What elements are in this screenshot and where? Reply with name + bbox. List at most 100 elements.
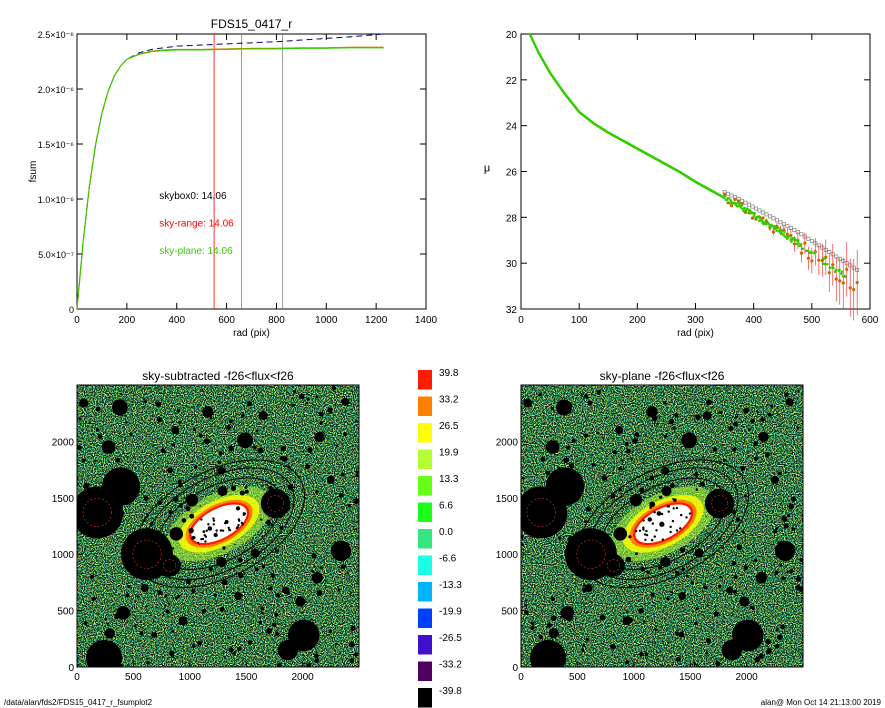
galaxy-mask-dot [207,523,210,526]
mask-dot [662,401,666,405]
mask-dot [670,393,672,395]
plot1-annotation: sky-plane: 14.06 [159,246,233,257]
plot1-frame [76,33,427,310]
mask-dot [756,451,759,454]
plot2-point-green [801,247,805,251]
plot2-point-orange [824,255,828,259]
mask-dot [748,642,751,644]
plot1-ytick-label: 0 [69,305,74,315]
mask-dot [743,494,748,498]
mask-dot [558,536,562,540]
mask-dot [299,393,305,399]
mask-dot [268,485,273,491]
plot2-point-green [738,202,742,206]
mask-dot [280,445,287,452]
mask-dot [197,640,202,646]
mask-circle [178,616,188,626]
mask-dot [546,622,552,628]
plot2-point-orange [750,216,755,220]
plot1-series-line [76,46,384,310]
mask-dot [137,618,139,620]
mask-dot [289,595,292,598]
mask-dot [89,574,95,579]
mask-dot [117,519,122,524]
footer-left: /data/alan/fds2/FDS15_0417_r_fsumplot2 [4,698,153,707]
mask-dot [780,624,785,630]
mask-dot [769,538,771,540]
plot2-point-grey [747,202,751,207]
mask-dot [748,428,751,432]
plot2-point-orange [841,281,845,285]
galaxy-mask-dot [644,538,647,541]
mask-dot [209,416,213,420]
plot2-point-orange [799,251,803,255]
plot2-point-grey [757,208,762,213]
mask-dot [139,631,144,636]
mask-dot [563,606,567,610]
mask-dot [275,549,279,553]
mask-dot [153,451,155,453]
mask-dot [770,404,774,408]
mask-dot [126,584,131,588]
mask-dot [206,642,210,645]
mask-dot [705,638,711,644]
mask-dot [203,438,210,445]
mask-outline-red [526,497,556,528]
plot2-point-orange [817,258,821,262]
mask-dot [584,607,586,609]
mask-dot [349,557,351,559]
mask-dot [191,624,194,627]
plot1-xtick-label: 1200 [365,315,388,326]
mask-dot [638,608,644,614]
mask-dot [94,459,97,462]
mask-dot [336,444,339,447]
image-xtick-label: 1000 [179,672,202,683]
plot2-point-grey [827,250,832,255]
mask-dot [550,406,555,411]
mask-dot [320,566,323,569]
mask-dot [741,530,745,534]
mask-dot [605,416,608,419]
mask-dot [796,576,802,582]
mask-circle [548,628,559,639]
mask-dot [217,468,221,472]
mask-dot [566,480,573,487]
plot2-point-green [844,275,847,279]
mask-dot [306,397,310,401]
mask-dot [131,575,133,577]
mask-dot [731,560,737,566]
mask-dot [552,452,555,454]
image-ytick-label: 2000 [496,437,519,448]
galaxy-mask-dot [645,533,649,537]
galaxy-mask-dot [679,527,682,530]
mask-dot [740,465,746,471]
colorbar-label: 39.8 [439,368,459,379]
mask-dot [202,389,204,392]
mask-dot [581,648,585,652]
mask-dot [674,413,679,418]
mask-dot [143,397,146,400]
mask-dot [228,445,234,451]
mask-dot [754,656,760,663]
mask-dot [98,521,102,525]
galaxy-mask-dot [242,512,246,515]
mask-dot [524,537,526,540]
mask-dot [584,520,587,523]
mask-dot [559,616,562,619]
mask-dot [291,403,295,407]
plot2-point-grey [761,210,765,215]
mask-dot [656,422,659,426]
mask-dot [656,511,662,516]
mask-dot [226,425,232,430]
mask-dot [121,402,127,408]
mask-dot [692,649,695,652]
mask-dot [349,641,355,648]
mask-dot [246,401,253,407]
plot2-ytick-label: 20 [506,30,518,41]
colorbar-label: 0.0 [439,527,453,538]
mask-dot [199,544,201,546]
mask-dot [217,460,221,465]
colorbar-swatch [418,555,432,575]
galaxy-mask-dot [219,529,223,532]
mask-dot [675,570,680,576]
